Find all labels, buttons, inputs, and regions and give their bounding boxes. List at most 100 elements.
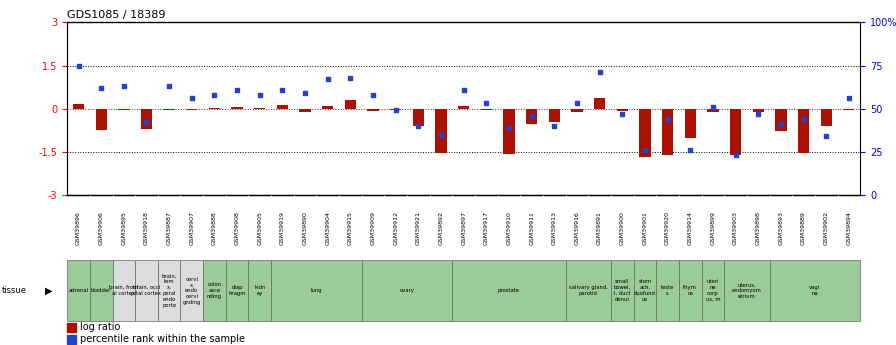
Bar [390,109,401,110]
Bar [702,260,724,321]
Bar [685,109,696,138]
Text: GSM39891: GSM39891 [597,211,602,245]
Point [819,134,833,139]
Bar [413,109,424,126]
Point [366,92,380,98]
Text: teste
s: teste s [661,285,675,296]
Point [706,104,720,110]
Bar [367,109,379,111]
Bar [480,109,492,110]
Bar [158,260,180,321]
Text: cervi
x,
endo
cervi
gnding: cervi x, endo cervi gnding [183,277,201,305]
Bar [452,260,565,321]
Text: GSM39895: GSM39895 [121,211,126,245]
Point [547,123,562,129]
Text: GSM39890: GSM39890 [303,211,307,245]
Text: GSM39887: GSM39887 [167,211,172,245]
Text: GSM39899: GSM39899 [711,211,715,245]
Point [389,108,403,113]
Text: GSM39921: GSM39921 [416,211,421,245]
Bar [730,109,741,155]
Point [139,120,154,125]
Text: GSM39906: GSM39906 [99,211,104,245]
Text: bladder: bladder [91,288,111,293]
Text: colon
asce
nding: colon asce nding [207,282,222,299]
Text: brain, occi
pital cortex: brain, occi pital cortex [132,285,161,296]
Text: GSM39917: GSM39917 [484,211,489,245]
Text: GSM39914: GSM39914 [688,211,693,245]
Text: GSM39901: GSM39901 [642,211,648,245]
Bar [254,108,265,109]
Text: GDS1085 / 18389: GDS1085 / 18389 [67,10,166,20]
Bar [572,109,582,112]
Text: GSM39907: GSM39907 [189,211,194,245]
Bar [96,109,107,130]
Text: GSM39893: GSM39893 [779,211,783,245]
Bar [345,100,356,109]
Point [660,116,675,122]
Point [162,83,177,89]
Text: log ratio: log ratio [80,322,120,332]
Bar [775,109,787,131]
Point [411,123,426,129]
Bar [679,260,702,321]
Bar [548,109,560,122]
Bar [362,260,452,321]
Text: GSM39902: GSM39902 [823,211,829,245]
Point [773,121,788,127]
Bar [639,109,650,157]
Text: lung: lung [311,288,323,293]
Point [253,92,267,98]
Bar [113,260,135,321]
Bar [707,109,719,112]
Bar [770,260,860,321]
Bar [504,109,514,154]
Text: prostate: prostate [498,288,520,293]
Text: brain,
tem
x,
poral
endo
porte: brain, tem x, poral endo porte [161,274,177,308]
Text: GSM39888: GSM39888 [212,211,217,245]
Point [297,90,313,96]
Text: GSM39897: GSM39897 [461,211,466,245]
Text: GSM39903: GSM39903 [733,211,738,245]
Text: stom
ach,
duofund
us: stom ach, duofund us [634,279,656,302]
Point [638,147,652,153]
Bar [616,109,628,111]
Bar [753,109,764,111]
Text: GSM39900: GSM39900 [620,211,625,245]
Text: vagi
na: vagi na [809,285,821,296]
Text: GSM39910: GSM39910 [506,211,512,245]
Bar [662,109,673,155]
Point [343,75,358,80]
Text: diap
hragm: diap hragm [228,285,246,296]
Point [230,87,245,92]
Text: GSM39916: GSM39916 [574,211,580,245]
Bar [458,106,470,109]
Text: GSM39920: GSM39920 [665,211,670,245]
Text: uterus,
endomyom
etrium: uterus, endomyom etrium [732,282,762,299]
Bar [322,106,333,109]
Point [321,77,335,82]
Bar [67,260,90,321]
Bar [248,260,271,321]
Text: GSM39918: GSM39918 [144,211,149,245]
Point [116,83,131,89]
Bar [277,105,289,109]
Text: GSM39911: GSM39911 [530,211,534,245]
Point [456,87,471,92]
Point [751,111,765,117]
Bar [186,109,197,110]
Bar [231,107,243,109]
Text: GSM39913: GSM39913 [552,211,556,245]
Text: GSM39919: GSM39919 [280,211,285,245]
Bar [209,108,220,109]
Point [592,70,607,75]
Bar [656,260,679,321]
Text: ▶: ▶ [45,286,52,296]
Point [434,132,448,137]
Text: GSM39908: GSM39908 [235,211,239,245]
Bar [594,98,606,109]
Bar [435,109,447,153]
Text: kidn
ey: kidn ey [254,285,265,296]
Text: salivary gland,
parotid: salivary gland, parotid [569,285,607,296]
Point [615,111,629,117]
